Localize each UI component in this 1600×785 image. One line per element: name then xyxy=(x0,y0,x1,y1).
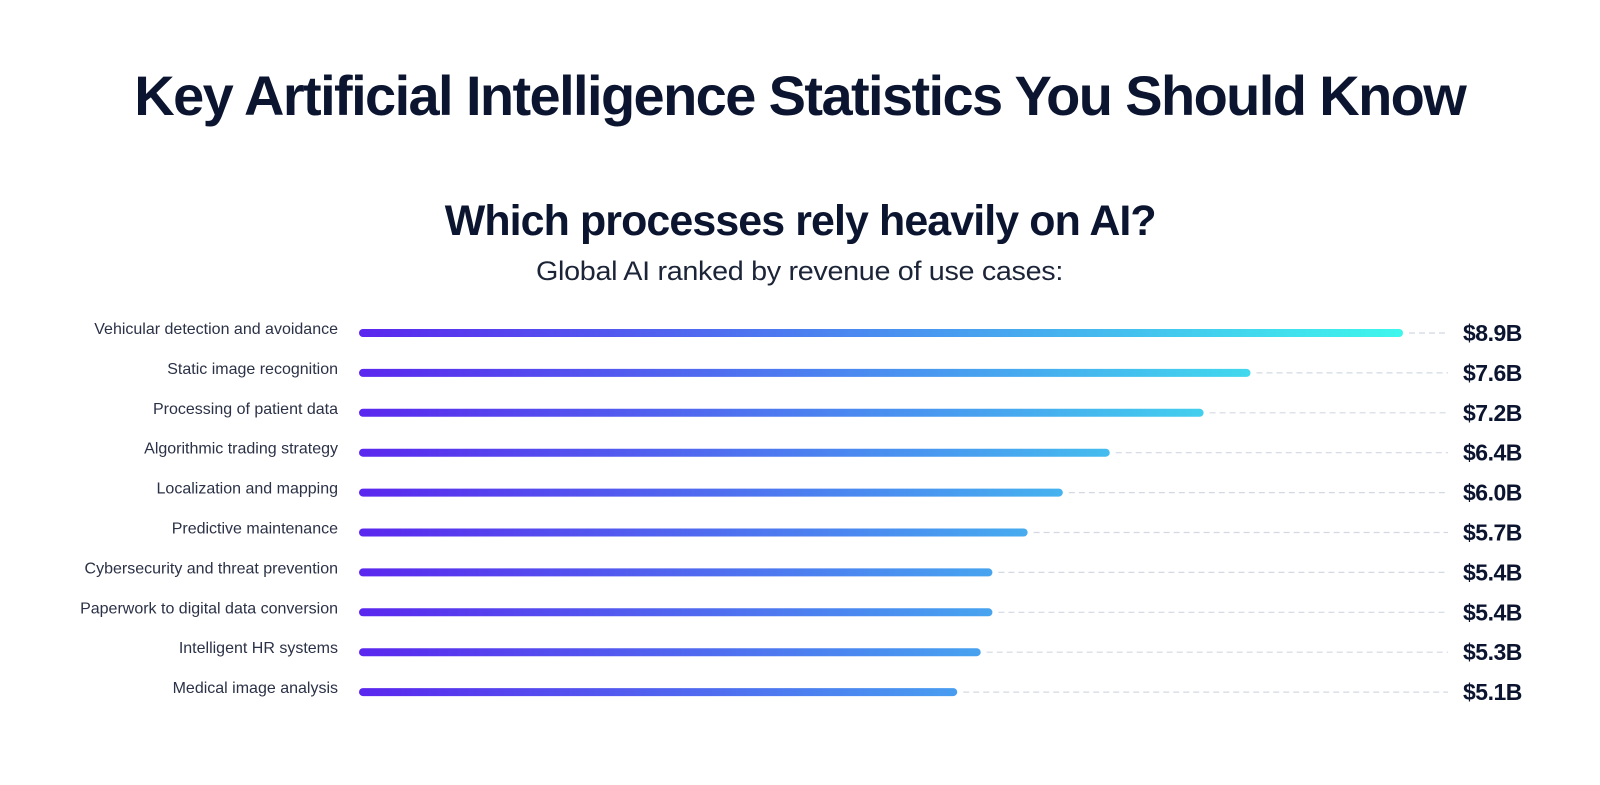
bar-row: Intelligent HR systems $5.3B xyxy=(179,639,1523,665)
bar xyxy=(359,448,1110,457)
value-label: $6.0B xyxy=(1463,480,1522,506)
bar-row: Vehicular detection and avoidance $8.9B xyxy=(94,320,1522,346)
bar-row: Localization and mapping $6.0B xyxy=(157,480,1523,506)
category-label: Vehicular detection and avoidance xyxy=(94,321,338,338)
category-label: Cybersecurity and threat prevention xyxy=(85,560,338,577)
bar xyxy=(359,408,1204,417)
bar-row: Cybersecurity and threat prevention $5.4B xyxy=(85,559,1523,585)
bar-row: Processing of patient data $7.2B xyxy=(153,400,1522,426)
bar xyxy=(359,368,1251,377)
chart-title-text: Which processes rely heavily on AI? xyxy=(444,197,1156,245)
bar xyxy=(359,568,993,577)
page-title: Key Artificial Intelligence Statistics Y… xyxy=(0,66,1600,126)
value-label: $7.6B xyxy=(1463,360,1522,386)
category-label: Processing of patient data xyxy=(153,401,338,418)
chart-subtitle: Global AI ranked by revenue of use cases… xyxy=(0,254,1600,288)
value-label: $5.4B xyxy=(1463,599,1522,625)
bar xyxy=(359,528,1028,537)
bar xyxy=(359,329,1403,337)
bar xyxy=(359,688,958,697)
value-label: $5.4B xyxy=(1463,559,1522,585)
category-label: Static image recognition xyxy=(167,361,338,378)
value-label: $6.4B xyxy=(1463,440,1522,466)
bar-row: Medical image analysis $5.1B xyxy=(173,679,1523,705)
bar-row: Algorithmic trading strategy $6.4B xyxy=(144,440,1522,466)
value-label: $5.3B xyxy=(1463,639,1522,665)
bar-row: Paperwork to digital data conversion $5.4… xyxy=(80,599,1522,625)
page-title-text: Key Artificial Intelligence Statistics Y… xyxy=(134,64,1468,127)
category-label: Paperwork to digital data conversion xyxy=(80,600,338,617)
bar xyxy=(359,648,981,657)
value-label: $5.7B xyxy=(1463,520,1522,546)
category-label: Localization and mapping xyxy=(157,481,338,498)
bar xyxy=(359,488,1063,497)
chart-subtitle-text: Global AI ranked by revenue of use cases… xyxy=(536,256,1064,286)
category-label: Medical image analysis xyxy=(173,680,338,697)
bar-row: Predictive maintenance $5.7B xyxy=(172,520,1523,546)
bar xyxy=(359,608,993,617)
value-label: $7.2B xyxy=(1463,400,1522,426)
chart-rows: Vehicular detection and avoidance $8.9B St… xyxy=(80,320,1522,705)
category-label: Intelligent HR systems xyxy=(179,640,338,657)
value-label: $5.1B xyxy=(1463,679,1522,705)
value-label: $8.9B xyxy=(1463,320,1522,346)
category-label: Algorithmic trading strategy xyxy=(144,441,338,458)
bar-row: Static image recognition $7.6B xyxy=(167,360,1522,386)
category-label: Predictive maintenance xyxy=(172,521,338,538)
chart-title: Which processes rely heavily on AI? xyxy=(0,197,1600,245)
